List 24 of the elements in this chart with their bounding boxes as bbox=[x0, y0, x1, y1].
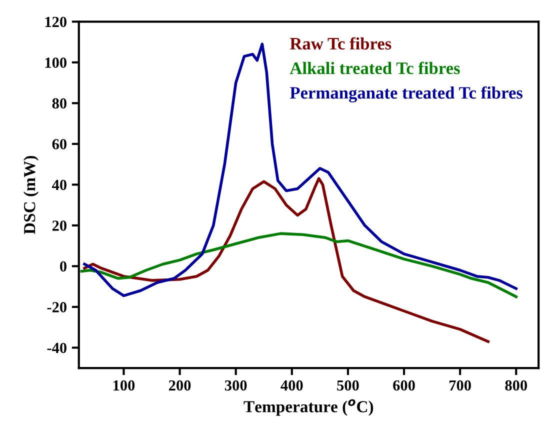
y-tick-label: 60 bbox=[52, 139, 66, 150]
y-tick-label: 120 bbox=[45, 16, 66, 28]
x-tick-label: 500 bbox=[337, 380, 359, 391]
line-series bbox=[80, 232, 518, 298]
y-tick-label: 80 bbox=[52, 98, 66, 109]
x-tick-label: 300 bbox=[224, 380, 247, 391]
text: Alkali treated Tc fibres bbox=[290, 62, 460, 74]
y-tick-label: 0 bbox=[60, 261, 66, 272]
x-tick-label: 200 bbox=[168, 380, 191, 391]
y-axis-title: DSC (mW) bbox=[23, 156, 39, 234]
x-tick-label: 700 bbox=[449, 380, 471, 391]
y-tick-label: 20 bbox=[52, 220, 66, 231]
y-tick-label: 40 bbox=[52, 180, 66, 190]
x-tick-label: 600 bbox=[393, 380, 415, 391]
line-series bbox=[83, 177, 490, 343]
x-tick-label: 100 bbox=[113, 380, 135, 391]
y-tick-label: -20 bbox=[47, 302, 66, 312]
y-tick-label: 100 bbox=[45, 58, 66, 68]
series-label: Permanganate treated Tc fibres bbox=[290, 86, 523, 102]
x-axis-title: Temperature ($^{o}$C) bbox=[244, 399, 374, 416]
x-tick-label: 800 bbox=[505, 380, 528, 391]
x-tick-label: 400 bbox=[280, 380, 303, 391]
y-tick-label: -40 bbox=[47, 342, 66, 354]
text: Raw Tc fibres bbox=[290, 37, 392, 50]
